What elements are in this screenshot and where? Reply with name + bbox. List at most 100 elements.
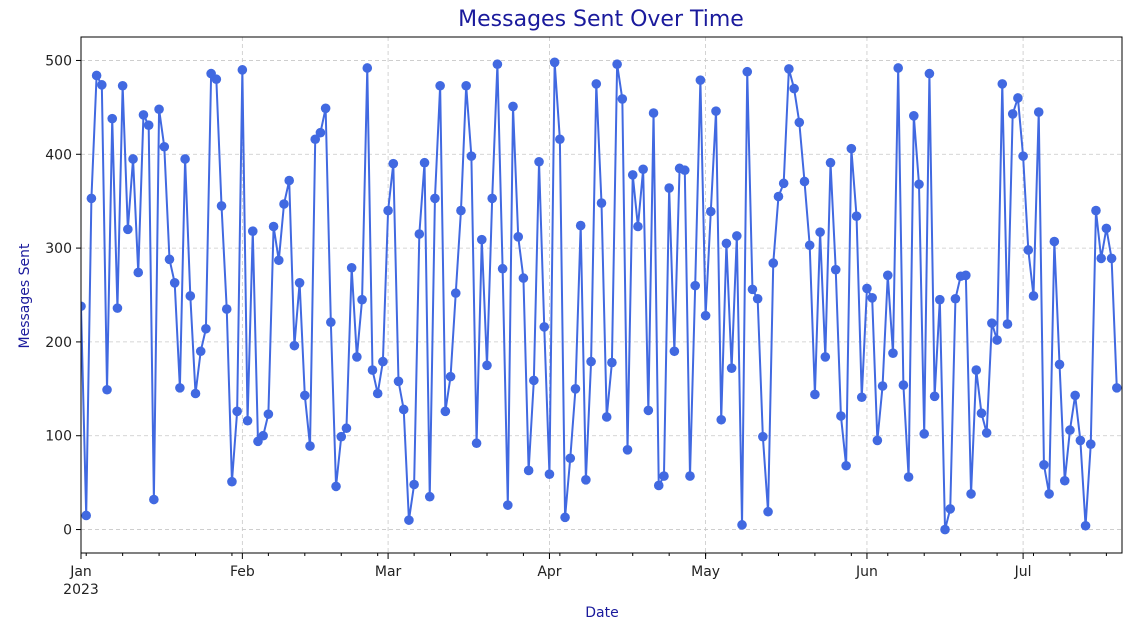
data-point — [149, 494, 159, 505]
data-point — [914, 179, 924, 190]
data-point — [492, 59, 503, 70]
data-point — [898, 380, 909, 390]
data-point — [159, 141, 170, 152]
data-point — [856, 392, 867, 403]
data-point — [1059, 475, 1070, 486]
data-point — [643, 405, 654, 416]
data-point — [123, 224, 133, 235]
data-point — [393, 376, 404, 387]
data-point — [825, 157, 836, 168]
data-point — [961, 270, 971, 281]
data-point — [263, 409, 274, 419]
data-point — [190, 388, 201, 399]
y-tick-label: 300 — [45, 241, 72, 257]
y-tick-label: 500 — [45, 53, 72, 69]
data-point — [86, 193, 97, 204]
data-point — [862, 283, 872, 294]
data-point — [581, 475, 591, 485]
data-point — [940, 524, 950, 535]
data-point — [487, 193, 497, 204]
data-point — [185, 291, 196, 301]
data-point — [690, 280, 700, 291]
data-point — [300, 390, 310, 401]
data-point — [424, 491, 435, 502]
data-point — [851, 211, 862, 221]
data-point — [97, 80, 107, 90]
data-point — [284, 175, 295, 186]
x-tick-label: Jul — [1014, 564, 1032, 580]
data-point — [346, 262, 357, 273]
data-point — [289, 340, 300, 351]
data-point — [237, 65, 248, 75]
data-point — [518, 273, 529, 283]
data-point — [341, 423, 352, 434]
data-point — [310, 134, 321, 145]
series-layer — [81, 57, 1122, 535]
data-point — [544, 469, 555, 479]
data-point — [752, 293, 763, 304]
data-point — [784, 64, 794, 74]
data-point — [352, 352, 362, 362]
data-point — [450, 288, 461, 298]
data-point — [315, 127, 326, 138]
data-point — [435, 80, 445, 91]
data-point — [570, 384, 581, 394]
data-point — [81, 301, 86, 312]
x-tick-label: May — [691, 564, 720, 580]
data-point — [1106, 253, 1117, 264]
data-point — [685, 471, 695, 481]
data-point — [867, 293, 877, 303]
data-point — [331, 481, 341, 492]
data-point — [981, 428, 992, 438]
data-point — [279, 199, 289, 209]
data-point — [112, 303, 123, 313]
data-point — [846, 143, 857, 154]
data-point — [336, 431, 347, 442]
data-point — [529, 375, 539, 386]
x-tick-label: Jun — [855, 564, 878, 580]
x-axis: Jan 2023 Feb Mar Apr May Jun Jul — [63, 553, 1107, 598]
data-point — [294, 278, 305, 288]
data-point — [1065, 425, 1075, 435]
data-point — [992, 335, 1002, 345]
data-point — [882, 270, 893, 281]
data-point — [903, 472, 914, 482]
data-point — [268, 221, 279, 232]
data-point — [737, 520, 747, 530]
data-point — [1101, 223, 1112, 234]
data-point — [133, 267, 144, 278]
data-point — [430, 193, 440, 204]
data-point — [836, 411, 846, 421]
data-point — [935, 294, 945, 305]
data-point — [1075, 435, 1086, 446]
data-point — [419, 157, 430, 168]
data-point — [1002, 319, 1013, 329]
data-point — [1013, 93, 1023, 103]
y-axis-label: Messages Sent — [17, 243, 33, 348]
data-point — [924, 68, 935, 79]
data-point — [789, 83, 799, 94]
data-point — [1049, 236, 1060, 247]
data-point — [1070, 390, 1080, 401]
data-point — [523, 465, 534, 476]
data-point — [987, 318, 997, 328]
data-point — [117, 80, 128, 91]
data-point — [513, 232, 524, 242]
data-point — [409, 479, 419, 490]
data-point — [804, 240, 815, 251]
data-point — [612, 59, 622, 70]
data-point — [383, 205, 393, 216]
data-point — [799, 176, 810, 187]
data-point — [1028, 291, 1039, 301]
data-point — [950, 293, 961, 304]
data-point — [508, 101, 518, 112]
data-point — [175, 383, 185, 393]
data-point — [747, 284, 758, 295]
data-point — [456, 205, 466, 216]
data-point — [398, 404, 409, 415]
data-point — [461, 80, 471, 91]
data-point — [414, 229, 425, 239]
data-point — [945, 504, 956, 514]
data-point — [195, 346, 206, 357]
